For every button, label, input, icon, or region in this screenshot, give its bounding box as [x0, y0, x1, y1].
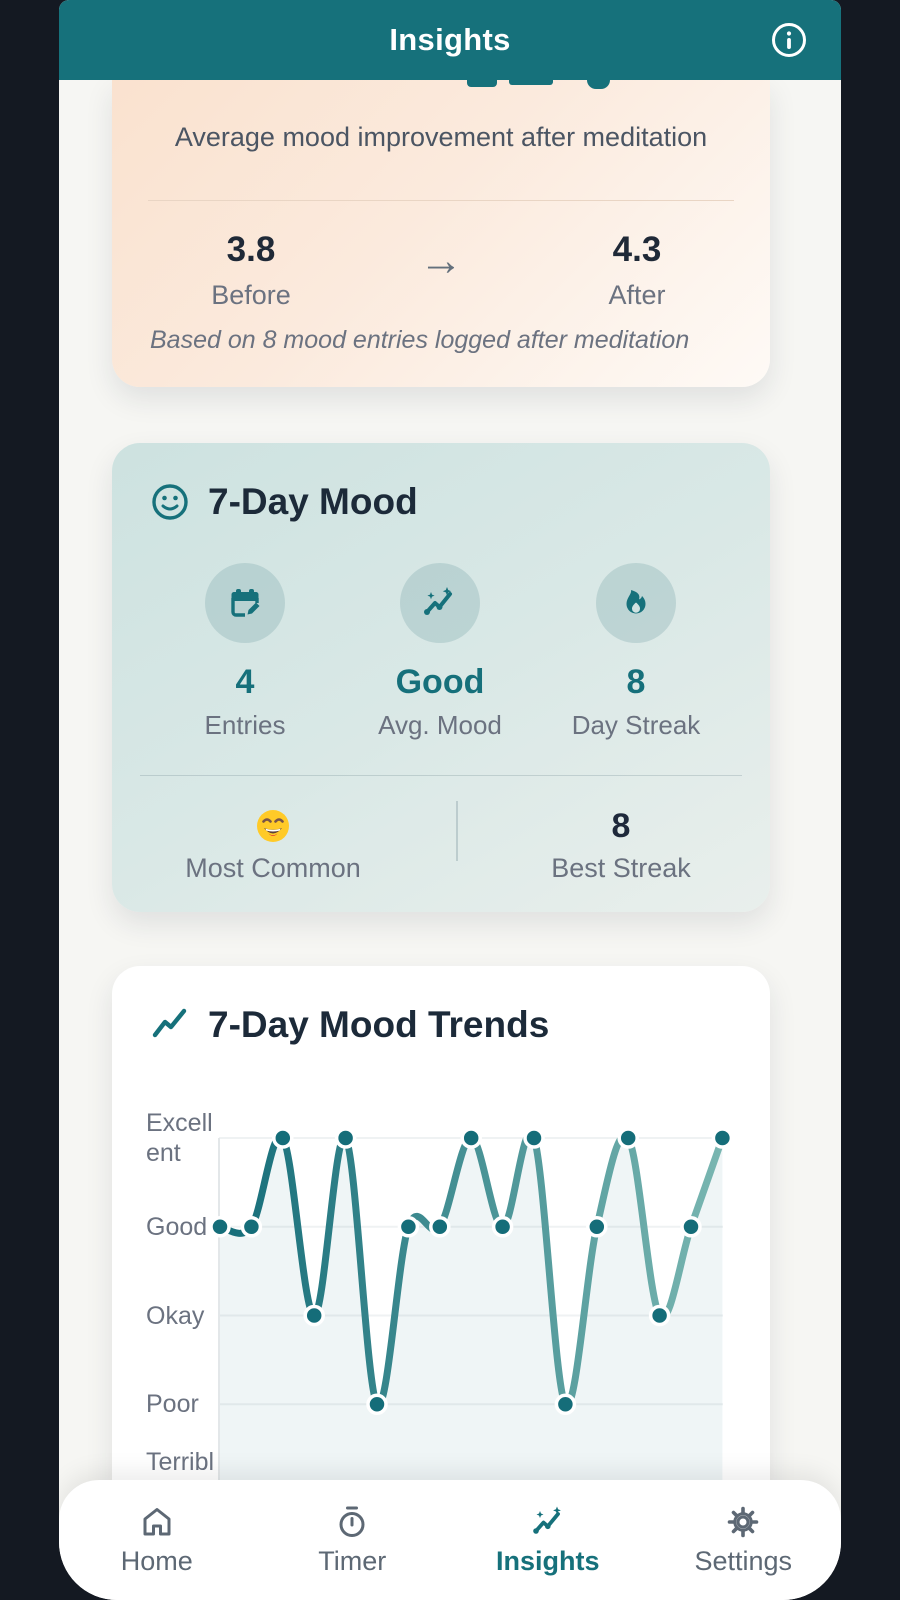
nav-label-settings: Settings [694, 1545, 793, 1576]
divider [140, 775, 742, 776]
page-title: Insights [389, 22, 511, 57]
divider [148, 200, 734, 201]
nav-label-insights: Insights [495, 1545, 600, 1576]
arrow-right-icon: → [419, 236, 463, 285]
info-button[interactable] [769, 20, 809, 60]
grinning-emoji [257, 810, 289, 842]
nav-item-insights[interactable]: Insights [450, 1480, 646, 1600]
impact-headline: Average mood improvement after meditatio… [174, 122, 708, 152]
entries-label: Entries [204, 710, 286, 740]
before-value: 3.8 [226, 230, 276, 269]
mood-line-chart [209, 1127, 734, 1566]
best-streak-value: 8 [611, 806, 631, 845]
avg-mood-stat: Good Avg. Mood [345, 563, 535, 741]
home-icon [143, 1507, 171, 1535]
after-stat: 4.3 After [552, 230, 722, 311]
best-streak-stat: 8 Best Streak [481, 805, 761, 884]
y-tick-good: Good [146, 1213, 208, 1241]
day-streak-label: Day Streak [571, 710, 701, 740]
after-value: 4.3 [612, 230, 662, 269]
avg-mood-value: Good [395, 663, 485, 701]
most-common-stat: Most Common [133, 805, 413, 884]
y-tick-poor: Poor [146, 1390, 199, 1418]
mood-trends-chart: Excell ent Good Okay Poor Terribl [112, 966, 770, 1600]
most-common-label: Most Common [185, 853, 361, 883]
after-label: After [608, 280, 666, 310]
seven-day-mood-card: 7-Day Mood 4 Entries [112, 443, 770, 912]
avg-mood-label: Avg. Mood [378, 710, 502, 740]
insights-icon [532, 1506, 561, 1534]
cut-off-content-fragment [467, 80, 497, 87]
cut-off-content-fragment [587, 80, 610, 89]
y-tick-terrible: Terribl [146, 1448, 215, 1476]
entries-value: 4 [235, 663, 255, 701]
impact-note: Based on 8 mood entries logged after med… [150, 326, 690, 354]
nav-item-home[interactable]: Home [59, 1480, 255, 1600]
sparkline-icon [424, 587, 452, 615]
trends-card-title: 7-Day Mood Trends [208, 1004, 550, 1045]
trend-line-icon [152, 1008, 187, 1038]
cut-off-content-fragment [509, 80, 553, 85]
calendar-edit-icon [231, 589, 260, 617]
y-tick-okay: Okay [146, 1302, 205, 1330]
day-streak-stat: 8 Day Streak [541, 563, 731, 741]
smiley-icon [152, 484, 188, 520]
mood-card-title: 7-Day Mood [208, 481, 418, 522]
nav-label-timer: Timer [318, 1545, 387, 1576]
settings-icon [727, 1506, 759, 1537]
info-icon [772, 23, 806, 57]
day-streak-value: 8 [626, 663, 646, 701]
before-label: Before [211, 280, 291, 310]
timer-icon [339, 1506, 365, 1537]
bottom-nav: Home Timer Insights [59, 1480, 841, 1600]
nav-label-home: Home [120, 1545, 193, 1576]
best-streak-label: Best Streak [551, 853, 691, 883]
before-stat: 3.8 Before [166, 230, 336, 311]
phone-screen: Insights Average mood improvement after … [59, 0, 841, 1600]
entries-stat: 4 Entries [150, 563, 340, 741]
flame-icon [626, 590, 646, 614]
app-header: Insights [59, 0, 841, 80]
y-tick-excellent: Excell ent [146, 1109, 213, 1167]
vertical-divider [456, 801, 458, 861]
nav-item-timer[interactable]: Timer [255, 1480, 451, 1600]
meditation-impact-card: Average mood improvement after meditatio… [112, 80, 770, 387]
nav-item-settings[interactable]: Settings [646, 1480, 842, 1600]
